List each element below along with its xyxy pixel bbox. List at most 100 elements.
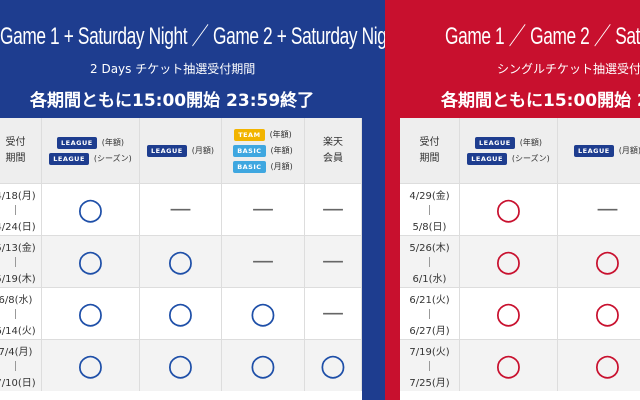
header-line: LEAGUE (シーズン): [467, 152, 550, 165]
header-line: LEAGUE (月額): [574, 144, 640, 157]
end-date: 6/1(水): [412, 273, 447, 285]
header-line: LEAGUE (月額): [147, 144, 214, 157]
mark-cell: ○: [460, 235, 558, 287]
header-cell: LEAGUE (年額) LEAGUE (シーズン): [460, 118, 558, 183]
availability-circle: ○: [77, 191, 104, 227]
mark-cell: ○: [460, 183, 558, 235]
mark-cell: ○: [558, 235, 640, 287]
header-cell: LEAGUE (月額): [140, 118, 222, 183]
availability-circle: ○: [495, 243, 522, 279]
mark-cell: ○: [460, 287, 558, 339]
availability-circle: ○: [77, 347, 104, 383]
plan-note: (年額): [270, 146, 293, 155]
plan-badge: LEAGUE: [49, 152, 89, 165]
mark-cell: —: [222, 235, 305, 287]
mark-cell: —: [558, 183, 640, 235]
header-line: LEAGUE (年額): [57, 136, 124, 149]
availability-circle: ○: [594, 347, 621, 383]
availability-circle: ○: [249, 347, 277, 383]
header-label: 会員: [323, 152, 343, 164]
notice: 各期間ともに15:00開始 23:59終了: [30, 91, 315, 111]
header-line: LEAGUE (シーズン): [49, 152, 132, 165]
availability-circle: ○: [495, 191, 522, 227]
plan-note: (月額): [618, 146, 640, 155]
plan-badge: LEAGUE: [147, 144, 187, 157]
plan-note: (年額): [519, 138, 542, 147]
availability-circle: ○: [495, 295, 522, 331]
mark-cell: ○: [42, 183, 140, 235]
table: 受付 期間 LEAGUE (年額) LEAGUE (シーズン) LEAGUE (月額) 4/29…: [400, 118, 640, 400]
date-separator: [15, 256, 16, 267]
mark-cell: ○: [42, 235, 140, 287]
header-cell: 楽天 会員: [305, 118, 362, 183]
mark-cell: ○: [305, 339, 362, 391]
availability-circle: ○: [495, 347, 522, 383]
end-date: 6/14(火): [0, 325, 36, 337]
mark-cell: ○: [42, 287, 140, 339]
availability-dash: —: [322, 248, 344, 274]
date-separator: [15, 204, 16, 215]
mark-cell: —: [305, 183, 362, 235]
period-cell: 5/26(木) 6/1(水): [400, 235, 460, 287]
header-cell: 受付 期間: [400, 118, 460, 183]
date-separator: [429, 204, 430, 215]
date-separator: [15, 308, 16, 319]
mark-cell: ○: [140, 235, 222, 287]
availability-circle: ○: [77, 243, 104, 279]
start-date: 6/8(水): [0, 294, 33, 306]
plan-badge: LEAGUE: [467, 152, 507, 165]
header-line: BASIC (月額): [233, 160, 293, 173]
plan-badge: BASIC: [233, 160, 266, 173]
mark-cell: ○: [558, 339, 640, 391]
end-date: 5/8(日): [412, 221, 447, 233]
plan-badge: BASIC: [233, 144, 266, 157]
mark-cell: —: [305, 235, 362, 287]
left-panel: Game 1 + Saturday Night ／ Game 2 + Satur…: [0, 0, 385, 400]
availability-circle: ○: [167, 295, 194, 331]
plan-badge: LEAGUE: [574, 144, 614, 157]
period-cell: 5/13(金) 5/19(木): [0, 235, 42, 287]
notice: 各期間ともに15:00開始 23:59終了: [441, 91, 640, 111]
period-cell: 6/8(水) 6/14(火): [0, 287, 42, 339]
availability-circle: ○: [77, 295, 104, 331]
header-label: 受付: [5, 136, 26, 148]
right-panel: Game 1 ／ Game 2 ／ Saturday Night シングルチケッ…: [385, 0, 640, 400]
availability-dash: —: [322, 196, 344, 222]
header-cell: TEAM (年額) BASIC (年額) BASIC (月額): [222, 118, 305, 183]
mark-cell: ○: [222, 287, 305, 339]
availability-dash: —: [322, 300, 344, 326]
availability-circle: ○: [319, 347, 347, 383]
header-label: 期間: [5, 152, 26, 164]
subtitle: シングルチケット抽選受付期間: [497, 62, 640, 76]
start-date: 4/18(月): [0, 190, 36, 202]
title: Game 1 ／ Game 2 ／ Saturday Night: [445, 23, 640, 50]
date-separator: [429, 256, 430, 267]
plan-badge: LEAGUE: [57, 136, 97, 149]
header-line: BASIC (年額): [233, 144, 293, 157]
plan-badge: TEAM: [234, 128, 265, 141]
header-label: 期間: [419, 152, 440, 164]
period-cell: 7/4(月) 7/10(日): [0, 339, 42, 391]
start-date: 6/21(火): [409, 294, 450, 306]
subtitle: 2 Days チケット抽選受付期間: [90, 62, 256, 76]
start-date: 7/19(火): [409, 346, 450, 358]
end-date: 5/19(木): [0, 273, 36, 285]
availability-circle: ○: [594, 243, 621, 279]
availability-circle: ○: [249, 295, 277, 331]
availability-circle: ○: [167, 243, 194, 279]
availability-dash: —: [252, 196, 274, 222]
mark-cell: —: [140, 183, 222, 235]
plan-note: (月額): [191, 146, 214, 155]
mark-cell: ○: [140, 339, 222, 391]
period-cell: 4/18(月) 4/24(日): [0, 183, 42, 235]
availability-circle: ○: [167, 347, 194, 383]
end-date: 7/10(日): [0, 377, 36, 389]
plan-badge: LEAGUE: [475, 136, 515, 149]
mark-cell: —: [222, 183, 305, 235]
plan-note: (年額): [101, 138, 124, 147]
header-cell: 受付 期間: [0, 118, 42, 183]
availability-circle: ○: [594, 295, 621, 331]
mark-cell: ○: [42, 339, 140, 391]
start-date: 4/29(金): [409, 190, 450, 202]
date-separator: [15, 360, 16, 371]
